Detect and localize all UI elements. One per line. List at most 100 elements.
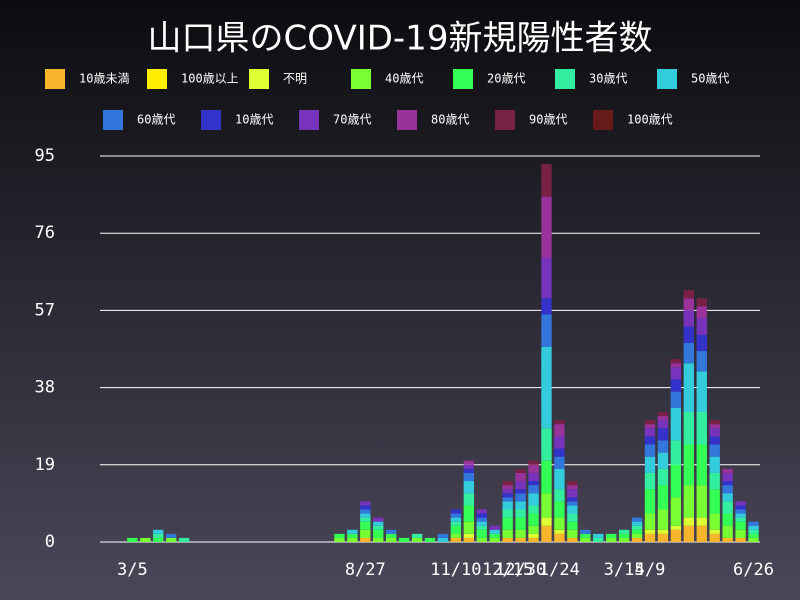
bar-segment	[735, 505, 746, 510]
bar-segment	[567, 497, 578, 502]
bar-segment	[657, 533, 669, 542]
bar-segment	[450, 537, 462, 542]
bar-segment	[554, 424, 565, 437]
bar-segment	[709, 436, 720, 445]
bar-segment	[554, 529, 565, 534]
bar-segment	[696, 444, 707, 486]
bar-segment	[360, 513, 371, 518]
bar-segment	[722, 481, 733, 486]
bar-segment	[696, 334, 707, 352]
bar-segment	[644, 533, 656, 542]
bar-segment	[735, 537, 746, 542]
bar-segment	[528, 505, 539, 514]
bar-segment	[593, 533, 604, 538]
bar-segment	[515, 468, 526, 473]
bar-segment	[670, 525, 682, 530]
y-tick-label: 0	[45, 532, 55, 552]
y-tick-label: 76	[35, 223, 55, 243]
x-tick-label: 12/30	[495, 560, 546, 580]
bar-segment	[360, 517, 371, 522]
bar-segment	[541, 298, 552, 315]
bar-segment	[618, 529, 630, 534]
bar-segment	[541, 525, 552, 542]
bar-segment	[334, 533, 345, 538]
bar-segment	[502, 509, 513, 518]
bar-segment	[722, 472, 733, 482]
bar-segment	[567, 485, 578, 490]
bar-segment	[528, 525, 539, 534]
bar-segment	[489, 537, 500, 542]
bar-segment	[657, 452, 669, 469]
bar-segment	[463, 468, 474, 473]
bar-segment	[644, 472, 656, 490]
bar-segment	[411, 533, 423, 538]
bar-segment	[373, 525, 384, 530]
bar-segment	[450, 517, 462, 522]
legend-swatch	[45, 69, 65, 89]
y-tick-label: 95	[35, 146, 55, 166]
x-tick-label: 8/27	[345, 560, 386, 580]
bar-segment	[166, 537, 177, 542]
bar-segment	[722, 525, 733, 538]
bar-segment	[606, 537, 617, 542]
bar-segment	[644, 428, 656, 437]
bar-segment	[644, 489, 656, 514]
bar-segment	[593, 537, 604, 542]
bar-segment	[722, 501, 733, 514]
bar-segment	[735, 509, 746, 514]
bar-segment	[709, 472, 720, 490]
bar-segment	[515, 481, 526, 490]
bar-segment	[476, 525, 487, 530]
legend-label: 不明	[283, 72, 307, 86]
bar-segment	[386, 529, 397, 534]
bar-segment	[515, 489, 526, 494]
legend-swatch	[201, 110, 221, 130]
legend-label: 100歳以上	[181, 72, 239, 86]
bar-segment	[657, 468, 669, 486]
bar-segment	[657, 485, 669, 510]
bar-segment	[696, 411, 707, 445]
legend-swatch	[103, 110, 123, 130]
legend-swatch	[249, 69, 269, 89]
bar-segment	[567, 529, 578, 538]
bar-segment	[463, 460, 474, 465]
bar-segment	[476, 537, 487, 542]
bar-segment	[489, 533, 500, 538]
bar-segment	[554, 533, 565, 542]
bar-segment	[528, 537, 539, 542]
bar-segment	[709, 456, 720, 473]
bar-segment	[618, 533, 630, 538]
bar-segment	[515, 493, 526, 502]
bar-segment	[554, 456, 565, 469]
bar-segment	[450, 521, 462, 526]
bar-segment	[463, 537, 474, 542]
bar-segment	[554, 501, 565, 518]
bar-segment	[373, 521, 384, 526]
bar-segment	[683, 290, 694, 299]
bar-segment	[567, 513, 578, 522]
bar-segment	[657, 420, 669, 429]
bar-segment	[360, 509, 371, 514]
bar-segment	[360, 501, 371, 506]
bar-segment	[683, 485, 694, 518]
bar-segment	[502, 489, 513, 494]
bar-segment	[631, 533, 643, 538]
bar-segment	[735, 521, 746, 530]
chart-title: 山口県のCOVID-19新規陽性者数	[148, 19, 653, 59]
bar-segment	[515, 501, 526, 510]
bar-segment	[515, 509, 526, 518]
bar-segment	[476, 513, 487, 518]
bar-segment	[631, 525, 643, 530]
bar-segment	[618, 537, 630, 542]
bar-segment	[541, 164, 552, 197]
bar-segment	[502, 497, 513, 502]
legend-swatch	[657, 69, 677, 89]
legend-swatch	[495, 110, 515, 130]
bar-segment	[722, 513, 733, 526]
x-tick-label: 3/5	[117, 560, 148, 580]
bar-segment	[696, 517, 707, 526]
bar-segment	[463, 533, 474, 538]
bar-segment	[748, 525, 759, 530]
bar-segment	[670, 367, 682, 380]
